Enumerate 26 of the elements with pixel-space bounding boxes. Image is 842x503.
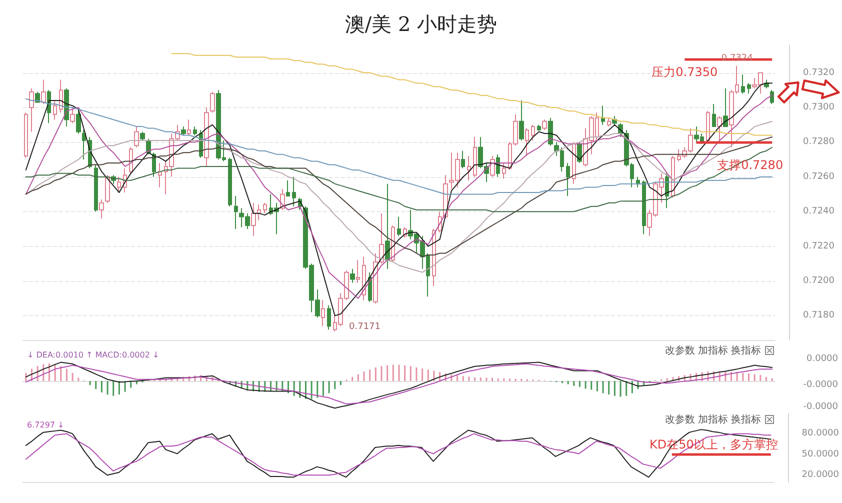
- y-tick-label: 0.7180: [803, 310, 835, 321]
- y-tick-label: 0.7240: [803, 206, 835, 217]
- y-tick-label: 0.7260: [803, 172, 835, 182]
- text: -0.0000: [803, 380, 838, 390]
- y-tick-label: 0.7280: [803, 137, 835, 148]
- y-tick-label: 0.7300: [803, 102, 835, 112]
- y-tick-label: 0.7220: [803, 241, 835, 252]
- chart-title: 澳/美 2 小时走势: [344, 12, 498, 36]
- annotation: 换指标: [731, 414, 761, 426]
- y-tick-label: 0.7200: [803, 276, 835, 286]
- text: 换指标: [731, 344, 761, 356]
- text: 改参数: [665, 344, 695, 356]
- annotation: 0.7324: [721, 53, 754, 64]
- text: 6.7297 ↓: [27, 420, 64, 430]
- y-tick-label: 50.0000: [802, 449, 840, 460]
- y-tick-label: 20.0000: [802, 470, 840, 480]
- text: -0.0000: [803, 402, 838, 412]
- text: 0.0000: [806, 354, 838, 364]
- annotation: 改参数: [665, 414, 695, 426]
- ref-line-label: 压力0.7350: [652, 64, 718, 79]
- chart-title: ↓ DEA:0.0010 ↑ MACD:0.0002 ↓: [27, 350, 160, 360]
- text: 加指标: [698, 344, 728, 356]
- annotation: 加指标: [698, 414, 728, 426]
- annotation: 0.7171: [349, 322, 380, 332]
- y-tick-label: 0.7320: [803, 68, 835, 78]
- y-tick-label: 80.0000: [802, 428, 840, 439]
